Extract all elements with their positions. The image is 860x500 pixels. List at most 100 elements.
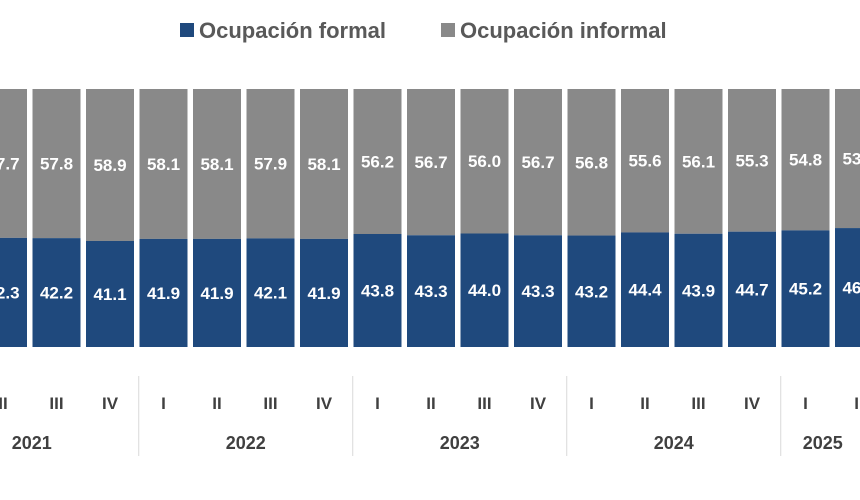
year-label-2022: 2022 xyxy=(226,433,266,453)
quarter-tick-label: III xyxy=(263,394,277,413)
quarter-tick-label: IV xyxy=(744,394,761,413)
data-label-formal: 43.9 xyxy=(682,281,715,300)
data-label-informal: 58.1 xyxy=(307,155,340,174)
bar-formal xyxy=(353,233,402,347)
bar-group: 58.9 41.1 xyxy=(86,89,134,347)
quarter-tick-label: II xyxy=(426,394,435,413)
bar-group: 56.2 43.8 xyxy=(353,89,402,347)
bar-formal xyxy=(300,238,348,347)
data-label-formal: 41.1 xyxy=(93,285,126,304)
data-label-informal: 55.6 xyxy=(628,152,661,171)
bar-informal xyxy=(353,89,402,234)
quarter-tick-label: I xyxy=(161,394,166,413)
bar-group: 56.7 43.3 xyxy=(407,89,455,347)
bar-formal xyxy=(781,230,830,347)
bar-informal xyxy=(139,89,188,239)
bar-formal xyxy=(86,240,134,347)
data-label-formal: 44.4 xyxy=(628,281,662,300)
data-label-formal: 42.1 xyxy=(254,284,287,303)
bar-formal xyxy=(460,233,509,347)
data-label-informal: 58.1 xyxy=(147,155,180,174)
data-label-formal: 46.1 xyxy=(842,279,860,298)
quarter-tick-label: II xyxy=(212,394,221,413)
bar-formal xyxy=(32,238,81,347)
data-label-informal: 57.7 xyxy=(0,154,20,173)
bar-group: 56.7 43.3 xyxy=(514,89,562,347)
bar-informal xyxy=(86,89,134,241)
bar-informal xyxy=(728,89,776,232)
bar-informal xyxy=(193,89,241,239)
quarter-tick-label: I xyxy=(375,394,380,413)
bar-formal xyxy=(139,238,188,347)
bar-group: 56.0 44.0 xyxy=(460,89,509,347)
bar-informal xyxy=(674,89,723,234)
data-label-informal: 56.2 xyxy=(361,152,394,171)
data-label-informal: 54.8 xyxy=(789,151,822,170)
data-label-informal: 55.3 xyxy=(735,151,768,170)
quarter-tick-label: III xyxy=(691,394,705,413)
bars: 57.342.757.742.357.842.258.941.158.141.9… xyxy=(0,89,860,347)
bar-group: 57.9 42.1 xyxy=(246,89,295,347)
bar-formal xyxy=(0,237,27,347)
bar-informal xyxy=(514,89,562,236)
quarter-tick-label: IV xyxy=(316,394,333,413)
bar-group: 57.8 42.2 xyxy=(32,89,81,347)
data-label-formal: 41.9 xyxy=(200,284,233,303)
bar-formal xyxy=(246,238,295,347)
data-label-formal: 44.7 xyxy=(735,280,768,299)
data-label-informal: 58.1 xyxy=(200,155,233,174)
quarter-tick-label: III xyxy=(477,394,491,413)
year-label-2025: 2025 xyxy=(803,433,843,453)
quarter-tick-label: I xyxy=(803,394,808,413)
data-label-informal: 56.1 xyxy=(682,152,715,171)
data-label-formal: 44.0 xyxy=(468,281,501,300)
bar-formal xyxy=(407,235,455,347)
bar-informal xyxy=(0,89,27,238)
bar-informal xyxy=(460,89,509,234)
data-label-informal: 56.7 xyxy=(521,153,554,172)
quarter-tick-label: II xyxy=(0,394,8,413)
legend: Ocupación formal Ocupación informal xyxy=(180,18,667,43)
data-label-informal: 57.9 xyxy=(254,155,287,174)
year-label-2024: 2024 xyxy=(654,433,694,453)
quarter-tick-label: II xyxy=(854,394,860,413)
bar-formal xyxy=(835,228,860,347)
bar-group: 58.1 41.9 xyxy=(139,89,188,347)
bar-group: 57.7 42.3 xyxy=(0,89,27,347)
bar-group: 58.1 41.9 xyxy=(193,89,241,347)
data-label-formal: 41.9 xyxy=(307,284,340,303)
bar-informal xyxy=(407,89,455,236)
quarter-tick-label: II xyxy=(640,394,649,413)
legend-swatch-informal xyxy=(441,23,455,37)
data-label-formal: 41.9 xyxy=(147,284,180,303)
data-label-informal: 53.9 xyxy=(842,150,860,169)
data-label-formal: 45.2 xyxy=(789,280,822,299)
bar-formal xyxy=(621,232,669,347)
quarter-tick-label: IV xyxy=(530,394,547,413)
legend-swatch-formal xyxy=(180,23,194,37)
bar-informal xyxy=(300,89,348,239)
data-label-informal: 57.8 xyxy=(40,155,73,174)
bar-informal xyxy=(781,89,830,231)
data-label-formal: 43.2 xyxy=(575,282,608,301)
bar-group: 58.1 41.9 xyxy=(300,89,348,347)
bar-formal xyxy=(728,231,776,347)
data-label-informal: 58.9 xyxy=(93,156,126,175)
bar-formal xyxy=(514,235,562,347)
bar-group: 55.6 44.4 xyxy=(621,89,669,347)
bar-group: 53.9 46.1 xyxy=(835,89,860,347)
bar-informal xyxy=(835,89,860,229)
bar-informal xyxy=(621,89,669,233)
data-label-formal: 43.3 xyxy=(521,282,554,301)
bar-formal xyxy=(674,233,723,347)
bar-group: 56.8 43.2 xyxy=(567,89,616,347)
bar-informal xyxy=(567,89,616,236)
data-label-informal: 56.7 xyxy=(414,153,447,172)
legend-label-informal: Ocupación informal xyxy=(460,18,667,43)
data-label-formal: 43.8 xyxy=(361,281,394,300)
bar-group: 55.3 44.7 xyxy=(728,89,776,347)
quarter-tick-label: IV xyxy=(102,394,119,413)
bar-group: 54.8 45.2 xyxy=(781,89,830,347)
data-label-informal: 56.0 xyxy=(468,152,501,171)
